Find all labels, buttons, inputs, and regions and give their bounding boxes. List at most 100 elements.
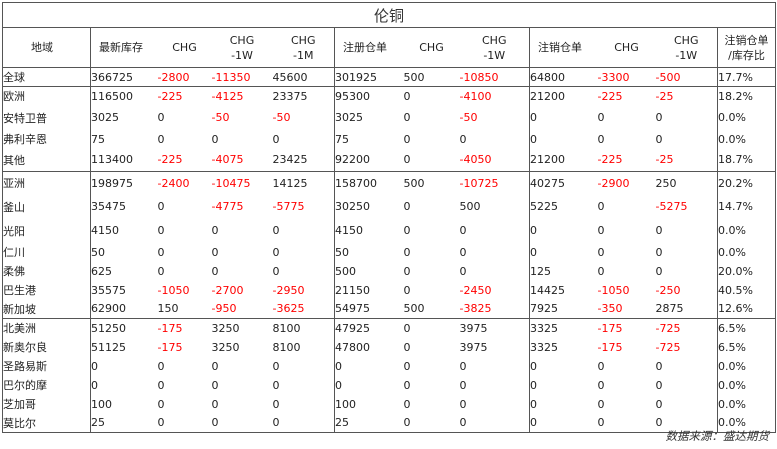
registered-chg-cell: 0 xyxy=(403,283,411,297)
chg-1m-cell: 0 xyxy=(272,129,335,149)
cancelled-chg-1w-cell: 0 xyxy=(655,261,718,281)
cancelled-chg-1w-cell: 0 xyxy=(655,356,718,376)
region-name-cell: 芝加哥 xyxy=(2,394,91,414)
latest-stock-cell: 51250 xyxy=(90,318,158,338)
registered-chg-cell: 0 xyxy=(403,86,460,106)
region-name-cell: 新加坡 xyxy=(2,299,91,319)
chg-cell: 150 xyxy=(157,302,179,316)
header-line: CHG xyxy=(291,33,316,47)
registered-warrants-cell: 47800 xyxy=(335,340,370,354)
chg-cell: -2800 xyxy=(157,70,190,84)
header-line: -1W xyxy=(675,48,698,62)
location-row: 安特卫普 3025 0 -50 -50 3025 0 -50 0 0 0 0.0% xyxy=(2,105,776,130)
header-line: CHG xyxy=(229,33,255,47)
registered-chg-cell: 0 xyxy=(403,132,411,146)
chg-1m-cell: -50 xyxy=(272,105,335,130)
cancelled-chg-cell: -2900 xyxy=(597,171,656,195)
chg-cell: 0 xyxy=(157,413,212,433)
registered-warrants-cell: 30250 xyxy=(335,200,370,213)
cancelled-chg-cell: -175 xyxy=(597,340,623,354)
header-line: CHG xyxy=(172,41,197,54)
cancelled-warrants-cell: 40275 xyxy=(529,171,598,195)
header-line: 最新库存 xyxy=(99,41,143,54)
cancelled-chg-1w-cell: 0 xyxy=(655,413,718,433)
chg-cell: 0 xyxy=(157,359,165,373)
registered-chg-cell: 0 xyxy=(403,397,411,411)
cancelled-chg-cell: -3300 xyxy=(597,70,630,84)
cancelled-warrants-cell: 64800 xyxy=(530,70,565,84)
latest-stock-cell: 3025 xyxy=(91,111,119,124)
cancelled-chg-1w-cell: 0 xyxy=(655,218,718,243)
lme-copper-inventory-table: 伦铜 地域 最新库存 CHG CHG -1W CHG -1M 注册仓单 CHG CHG -1W 注销仓… xyxy=(2,2,776,433)
registered-warrants-cell: 4150 xyxy=(335,224,363,237)
region-name-cell: 巴尔的摩 xyxy=(2,375,91,395)
latest-stock-cell: 35575 xyxy=(91,283,126,297)
registered-warrants-cell: 0 xyxy=(335,378,342,392)
chg-1m-cell: 0 xyxy=(272,394,335,414)
chg-cell: 0 xyxy=(157,245,165,259)
region-name-cell: 光阳 xyxy=(2,218,91,243)
table-body: 全球 366725 -2800 -11350 45600 301925 500 -10850 6… xyxy=(2,67,776,433)
registered-chg-1w-cell: -10725 xyxy=(459,171,530,195)
location-row: 圣路易斯 0 0 0 0 0 0 0 0 0 0 0.0% xyxy=(2,356,776,376)
cancelled-ratio-cell: 0.0% xyxy=(717,394,776,414)
cancelled-chg-1w-cell: 0 xyxy=(655,394,718,414)
cancelled-chg-cell: -175 xyxy=(597,318,656,338)
registered-warrants-cell: 100 xyxy=(335,397,356,411)
header-cancelled-warrants: 注销仓单 xyxy=(529,27,598,68)
registered-chg-1w-cell: 3975 xyxy=(459,318,530,338)
region-row: 亚洲 198975 -2400 -10475 14125 158700 500 -10725 4… xyxy=(2,171,776,195)
header-row: 地域 最新库存 CHG CHG -1W CHG -1M 注册仓单 CHG CHG -1W 注销仓单 CH… xyxy=(2,27,776,68)
chg-cell: -225 xyxy=(157,86,212,106)
header-line: CHG xyxy=(482,33,507,47)
header-cancelled-ratio: 注销仓单/库存比 xyxy=(717,27,776,68)
cancelled-ratio-cell: 0.0% xyxy=(717,105,776,130)
header-line: 注册仓单 xyxy=(343,41,387,54)
chg-1w-cell: 0 xyxy=(211,413,273,433)
header-cancelled-chg-1w: CHG -1W xyxy=(655,27,718,68)
chg-1m-cell: -5775 xyxy=(272,194,335,219)
location-row: 莫比尔 25 0 0 0 25 0 0 0 0 0 0.0% xyxy=(2,413,776,433)
cancelled-chg-1w-cell: 250 xyxy=(655,171,718,195)
registered-warrants-cell: 54975 xyxy=(335,302,370,316)
header-line: -1W xyxy=(483,48,506,62)
registered-chg-1w-cell: 3975 xyxy=(459,337,530,357)
chg-cell: -225 xyxy=(157,153,183,167)
location-row: 巴尔的摩 0 0 0 0 0 0 0 0 0 0 0.0% xyxy=(2,375,776,395)
region-name-cell: 其他 xyxy=(2,148,91,172)
header-line: -1W xyxy=(231,48,253,62)
region-name-cell: 北美洲 xyxy=(2,318,91,338)
chg-cell: -175 xyxy=(157,318,212,338)
registered-chg-cell: 0 xyxy=(403,378,411,392)
registered-chg-1w-cell: -4100 xyxy=(459,86,530,106)
region-name-cell: 柔佛 xyxy=(2,261,91,281)
cancelled-chg-cell: 0 xyxy=(597,132,605,146)
chg-cell: -175 xyxy=(157,340,183,354)
registered-chg-cell: 0 xyxy=(403,359,411,373)
cancelled-ratio-cell: 0.0% xyxy=(717,356,776,376)
chg-1w-cell: 0 xyxy=(211,397,219,411)
cancelled-ratio-cell: 0.0% xyxy=(717,375,776,395)
registered-chg-cell: 500 xyxy=(403,171,460,195)
registered-warrants-cell: 50 xyxy=(335,245,349,259)
chg-1w-cell: 0 xyxy=(211,264,219,278)
chg-1m-cell: 8100 xyxy=(272,318,335,338)
latest-stock-cell: 62900 xyxy=(91,302,126,316)
registered-chg-1w-cell: 0 xyxy=(459,129,530,149)
header-line: CHG xyxy=(614,41,639,54)
header-chg-1w: CHG -1W xyxy=(211,27,273,68)
cancelled-warrants-cell: 0 xyxy=(530,111,537,124)
header-registered-chg: CHG xyxy=(403,27,460,68)
cancelled-warrants-cell: 0 xyxy=(530,397,537,411)
cancelled-ratio-cell: 0.0% xyxy=(717,242,776,262)
cancelled-chg-cell: 0 xyxy=(597,378,605,392)
cancelled-warrants-cell: 125 xyxy=(530,264,551,278)
registered-chg-1w-cell: -4050 xyxy=(459,148,530,172)
chg-1w-cell: -4775 xyxy=(211,200,244,213)
latest-stock-cell: 35475 xyxy=(91,200,126,213)
registered-chg-1w-cell: -2450 xyxy=(459,280,530,300)
chg-1m-cell: -3625 xyxy=(272,299,335,319)
chg-1w-cell: 0 xyxy=(211,378,219,392)
chg-cell: 0 xyxy=(157,264,165,278)
